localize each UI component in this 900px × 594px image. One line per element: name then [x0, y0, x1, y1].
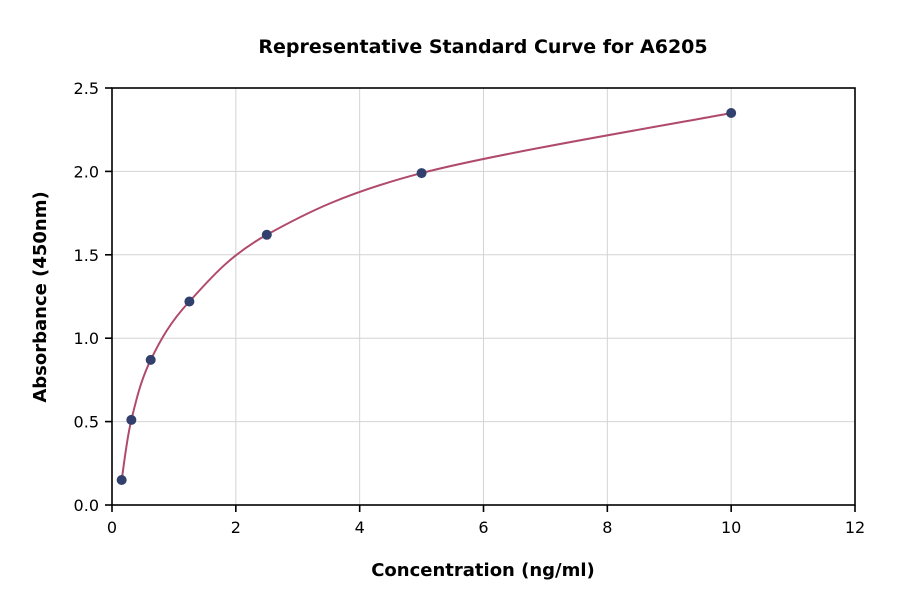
data-point	[145, 354, 156, 365]
data-point	[116, 474, 127, 485]
grid-lines	[111, 87, 856, 506]
x-tick-label: 2	[231, 518, 241, 537]
fit-curve	[120, 112, 733, 481]
data-point	[126, 414, 137, 425]
x-tick-label: 8	[602, 518, 612, 537]
x-tick-label: 12	[845, 518, 865, 537]
y-tick-labels: 0.0 0.5 1.0 1.5 2.0 2.5	[74, 79, 99, 515]
y-tick-label: 0.0	[74, 496, 99, 515]
y-axis-label: Absorbance (450nm)	[30, 191, 51, 402]
data-point	[184, 296, 195, 307]
data-point	[726, 108, 737, 119]
x-tick-labels: 0 2 4 6 8 10 12	[107, 518, 865, 537]
y-tick-label: 0.5	[74, 413, 99, 432]
y-tick-label: 2.5	[74, 79, 99, 98]
y-tick-label: 1.5	[74, 246, 99, 265]
chart-title: Representative Standard Curve for A6205	[258, 36, 707, 58]
x-tick-label: 10	[721, 518, 741, 537]
data-point	[416, 168, 427, 179]
y-tick-label: 2.0	[74, 162, 99, 181]
series-layer	[116, 108, 737, 485]
data-point	[261, 229, 272, 240]
x-axis-label: Concentration (ng/ml)	[371, 560, 595, 581]
x-tick-label: 4	[355, 518, 365, 537]
x-tick-label: 0	[107, 518, 117, 537]
tick-marks	[105, 87, 856, 512]
y-tick-label: 1.0	[74, 329, 99, 348]
x-tick-label: 6	[478, 518, 488, 537]
